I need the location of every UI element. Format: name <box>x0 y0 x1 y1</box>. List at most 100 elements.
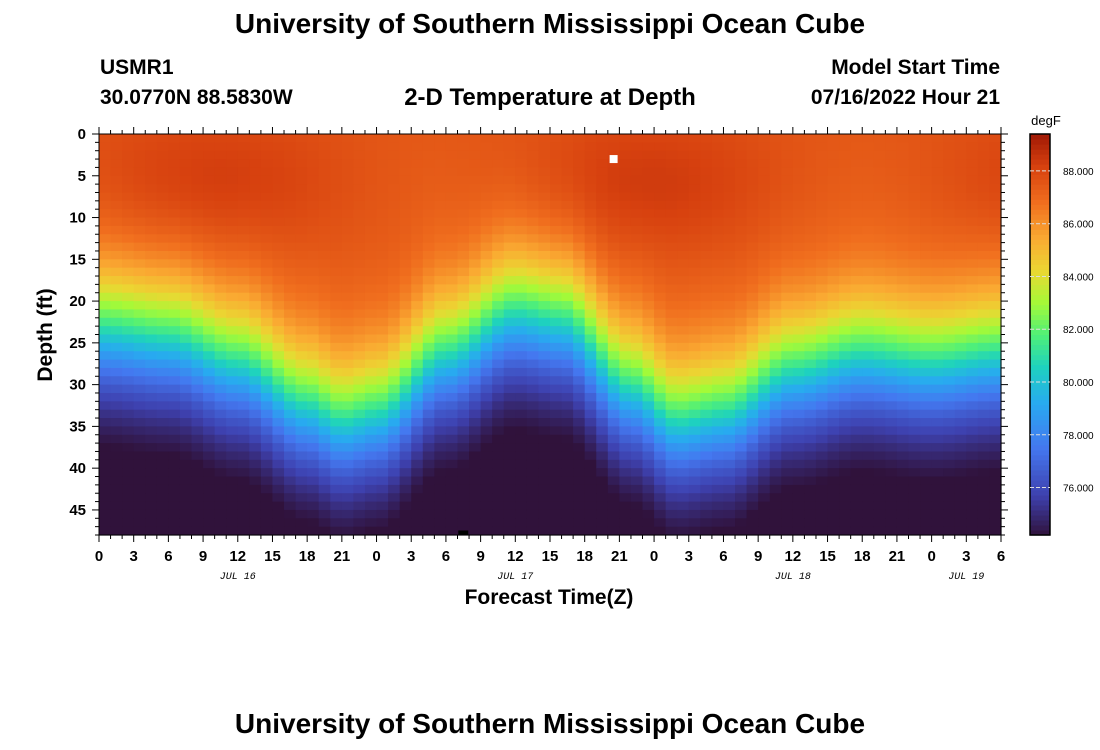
heatmap-cell <box>642 468 655 478</box>
heatmap-cell <box>781 259 794 269</box>
heatmap-cell <box>630 192 644 202</box>
heatmap-cell <box>503 418 516 427</box>
heatmap-cell <box>573 259 586 269</box>
heatmap-cell <box>110 334 123 344</box>
heatmap-cell <box>469 384 482 394</box>
heatmap-cell <box>573 175 586 185</box>
heatmap-cell <box>920 159 933 169</box>
heatmap-cell <box>399 326 412 336</box>
heatmap-cell <box>480 159 493 169</box>
heatmap-cell <box>445 142 459 152</box>
heatmap-cell <box>977 167 991 177</box>
heatmap-cell <box>341 175 355 185</box>
heatmap-cell <box>503 184 516 194</box>
heatmap-cell <box>630 134 644 143</box>
heatmap-cell <box>260 142 274 152</box>
heatmap-cell <box>422 468 435 478</box>
heatmap-cell <box>272 376 285 386</box>
heatmap-cell <box>457 342 470 352</box>
heatmap-cell <box>700 484 713 494</box>
heatmap-cell <box>839 175 852 185</box>
heatmap-cell <box>492 334 505 344</box>
heatmap-cell <box>411 401 424 411</box>
heatmap-cell <box>168 451 181 461</box>
heatmap-cell <box>191 367 204 377</box>
heatmap-cell <box>341 509 355 519</box>
heatmap-cell <box>584 142 597 152</box>
heatmap-cell <box>133 367 146 377</box>
heatmap-cell <box>735 326 748 336</box>
heatmap-cell <box>272 209 285 219</box>
heatmap-cell <box>700 509 713 519</box>
heatmap-cell <box>665 351 678 361</box>
x-tick-label: 6 <box>719 548 727 565</box>
heatmap-cell <box>364 175 378 185</box>
heatmap-cell <box>688 367 701 377</box>
heatmap-cell <box>133 175 146 185</box>
heatmap-cell <box>226 359 239 369</box>
heatmap-cell <box>642 501 655 511</box>
heatmap-cell <box>850 526 863 536</box>
heatmap-cell <box>677 225 690 235</box>
heatmap-cell <box>388 359 401 369</box>
heatmap-cell <box>839 409 852 419</box>
heatmap-cell <box>122 309 135 319</box>
heatmap-cell <box>179 434 193 444</box>
heatmap-cell <box>538 509 551 519</box>
heatmap-cell <box>619 426 632 436</box>
heatmap-cell <box>284 334 297 344</box>
heatmap-cell <box>422 459 435 469</box>
heatmap-cell <box>677 476 690 486</box>
heatmap-cell <box>411 434 424 444</box>
heatmap-cell <box>584 159 597 169</box>
heatmap-cell <box>214 334 227 344</box>
heatmap-cell <box>642 526 655 536</box>
heatmap-cell <box>630 209 644 219</box>
heatmap-cell <box>156 242 169 252</box>
heatmap-cell <box>908 167 921 177</box>
heatmap-cell <box>284 225 297 235</box>
heatmap-cell <box>584 309 597 319</box>
heatmap-cell <box>249 326 262 336</box>
heatmap-cell <box>480 284 493 294</box>
heatmap-cell <box>746 225 759 235</box>
heatmap-cell <box>746 175 759 185</box>
heatmap-cell <box>550 384 563 394</box>
heatmap-cell <box>654 334 667 344</box>
heatmap-cell <box>896 242 910 252</box>
heatmap-cell <box>862 234 875 244</box>
heatmap-cell <box>815 376 829 386</box>
heatmap-cell <box>145 175 158 185</box>
heatmap-cell <box>642 476 655 486</box>
heatmap-cell <box>307 526 320 536</box>
heatmap-cell <box>353 334 366 344</box>
colorbar-segment <box>1030 414 1050 421</box>
heatmap-cell <box>318 292 331 302</box>
heatmap-cell <box>677 493 690 503</box>
heatmap-cell <box>943 392 956 402</box>
heatmap-cell <box>781 351 794 361</box>
heatmap-cell <box>145 351 158 361</box>
heatmap-cell <box>411 317 424 327</box>
heatmap-cell <box>989 434 1002 444</box>
heatmap-cell <box>815 225 829 235</box>
heatmap-cell <box>943 209 956 219</box>
heatmap-cell <box>307 134 320 143</box>
heatmap-cell <box>815 409 829 419</box>
heatmap-cell <box>515 150 528 160</box>
heatmap-cell <box>191 384 204 394</box>
heatmap-cell <box>214 292 227 302</box>
heatmap-cell <box>642 259 655 269</box>
heatmap-cell <box>885 501 898 511</box>
heatmap-cell <box>804 484 817 494</box>
heatmap-cell <box>168 309 181 319</box>
heatmap-cell <box>885 334 898 344</box>
heatmap-cell <box>977 200 991 210</box>
heatmap-cell <box>526 351 540 361</box>
heatmap-cell <box>850 276 863 285</box>
heatmap-cell <box>781 426 794 436</box>
heatmap-cell <box>931 401 944 411</box>
heatmap-cell <box>503 234 516 244</box>
heatmap-cell <box>307 184 320 194</box>
heatmap-cell <box>226 301 239 311</box>
